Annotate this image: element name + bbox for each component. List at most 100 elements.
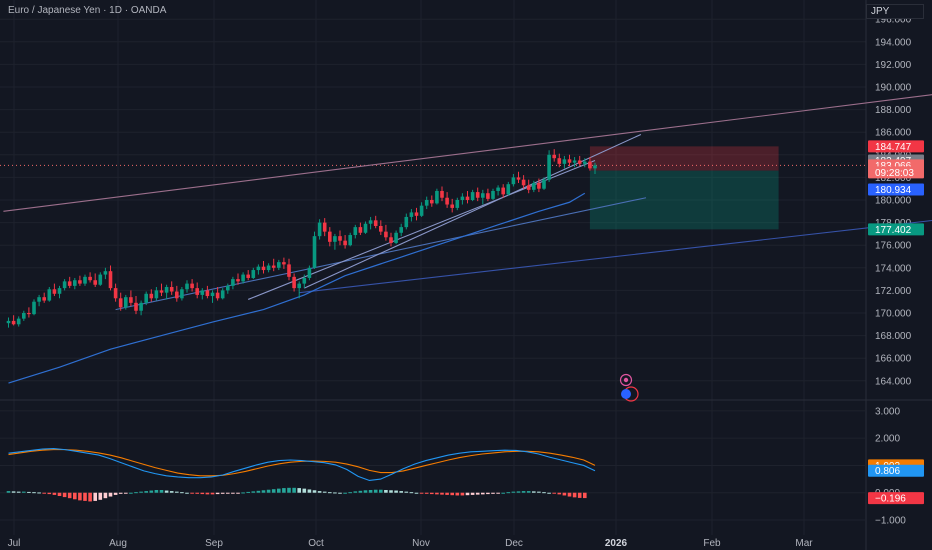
macd-histogram-bar <box>195 492 199 494</box>
macd-histogram-bar <box>190 492 194 494</box>
candle-body <box>261 266 266 271</box>
candle-body <box>373 220 378 226</box>
macd-histogram-bar <box>287 487 291 493</box>
candle-body <box>93 280 97 285</box>
macd-histogram-bar <box>414 492 419 494</box>
macd-histogram-bar <box>261 490 266 493</box>
candle-body <box>180 289 184 299</box>
price-axis-label: 188.000 <box>875 105 912 116</box>
macd-histogram-bar <box>394 490 398 493</box>
candle-body <box>200 290 205 295</box>
macd-histogram-bar <box>409 492 414 494</box>
macd-histogram-bar <box>57 492 62 496</box>
macd-histogram-bar <box>11 491 16 493</box>
candle-body <box>256 266 261 271</box>
macd-histogram-bar <box>368 490 373 493</box>
candle-body <box>343 240 347 246</box>
candle-body <box>537 183 541 189</box>
macd-histogram-bar <box>501 492 505 494</box>
macd-histogram-bar <box>129 492 133 494</box>
candle-body <box>486 193 490 199</box>
macd-histogram-bar <box>577 492 582 498</box>
price-label-badge <box>868 183 924 196</box>
candle-body <box>210 292 215 297</box>
macd-histogram-bar <box>256 490 261 493</box>
candle-body <box>215 292 220 299</box>
price-axis-label: 174.000 <box>875 263 912 274</box>
candle-body <box>16 318 21 325</box>
time-axis-label: Dec <box>505 538 523 549</box>
price-label-text: 09:28:03 <box>875 168 914 179</box>
candle-body <box>368 220 373 224</box>
price-axis-label: 180.000 <box>875 196 912 207</box>
macd-label-badge <box>868 464 924 477</box>
price-axis-label: 186.000 <box>875 128 912 139</box>
candle-body <box>404 216 409 228</box>
candle-body <box>266 265 271 271</box>
macd-histogram-bar <box>78 492 82 501</box>
macd-axis-label: 3.000 <box>875 406 900 417</box>
currency-label[interactable]: JPY <box>866 4 924 19</box>
candle-body <box>231 279 235 286</box>
candle-body <box>195 288 199 295</box>
macd-histogram-bar <box>399 491 403 493</box>
macd-histogram-bar <box>236 492 240 494</box>
macd-histogram-bar <box>322 491 327 493</box>
candle-body <box>83 276 87 284</box>
price-axis-label: 168.000 <box>875 331 912 342</box>
price-axis-label: 164.000 <box>875 376 912 387</box>
candle-body <box>557 158 562 164</box>
candle-body <box>516 177 521 180</box>
macd-histogram-bar <box>358 490 363 493</box>
macd-label-text: −0.196 <box>875 494 906 505</box>
candle-body <box>169 287 174 292</box>
macd-histogram-bar <box>583 492 587 499</box>
candle-body <box>113 288 118 299</box>
time-axis-label: Sep <box>205 538 223 549</box>
time-axis-label: Nov <box>412 538 430 549</box>
time-axis-label: Oct <box>308 538 324 549</box>
candle-body <box>134 302 138 311</box>
candle-body <box>333 236 337 242</box>
candle-body <box>317 222 322 237</box>
macd-histogram-bar <box>465 492 470 496</box>
candle-body <box>593 165 597 169</box>
candle-body <box>47 289 52 301</box>
candle-body <box>363 223 368 233</box>
candle-body <box>118 298 123 308</box>
candle-body <box>62 281 67 289</box>
macd-histogram-bar <box>460 492 465 496</box>
price-axis-label: 190.000 <box>875 83 912 94</box>
macd-histogram-bar <box>180 492 184 494</box>
price-axis-label: 192.000 <box>875 60 912 71</box>
candle-body <box>88 276 92 281</box>
macd-histogram-bar <box>37 492 41 494</box>
candle-body <box>277 262 281 268</box>
candle-body <box>124 297 128 308</box>
macd-histogram-bar <box>83 492 87 501</box>
candle-body <box>226 285 230 291</box>
macd-histogram-bar <box>297 488 301 493</box>
symbol-title[interactable]: Euro / Japanese Yen · 1D · OANDA <box>8 5 167 16</box>
candle-body <box>455 200 460 208</box>
candle-body <box>129 297 133 303</box>
candle-body <box>271 265 276 268</box>
macd-histogram-bar <box>424 492 429 494</box>
candle-body <box>379 225 383 232</box>
candle-body <box>205 290 210 297</box>
macd-histogram-bar <box>220 492 225 494</box>
candle-body <box>348 235 352 246</box>
macd-histogram-bar <box>317 491 322 493</box>
macd-histogram-bar <box>215 492 220 495</box>
macd-histogram-bar <box>562 492 567 496</box>
macd-histogram-bar <box>292 487 296 493</box>
macd-histogram-bar <box>353 491 358 493</box>
macd-histogram-bar <box>93 492 97 501</box>
macd-histogram-bar <box>475 492 480 495</box>
candle-body <box>501 187 505 195</box>
candle-body <box>562 159 567 164</box>
price-label-badge <box>868 166 924 179</box>
macd-histogram-bar <box>445 492 449 495</box>
time-axis-label: Feb <box>703 538 721 549</box>
